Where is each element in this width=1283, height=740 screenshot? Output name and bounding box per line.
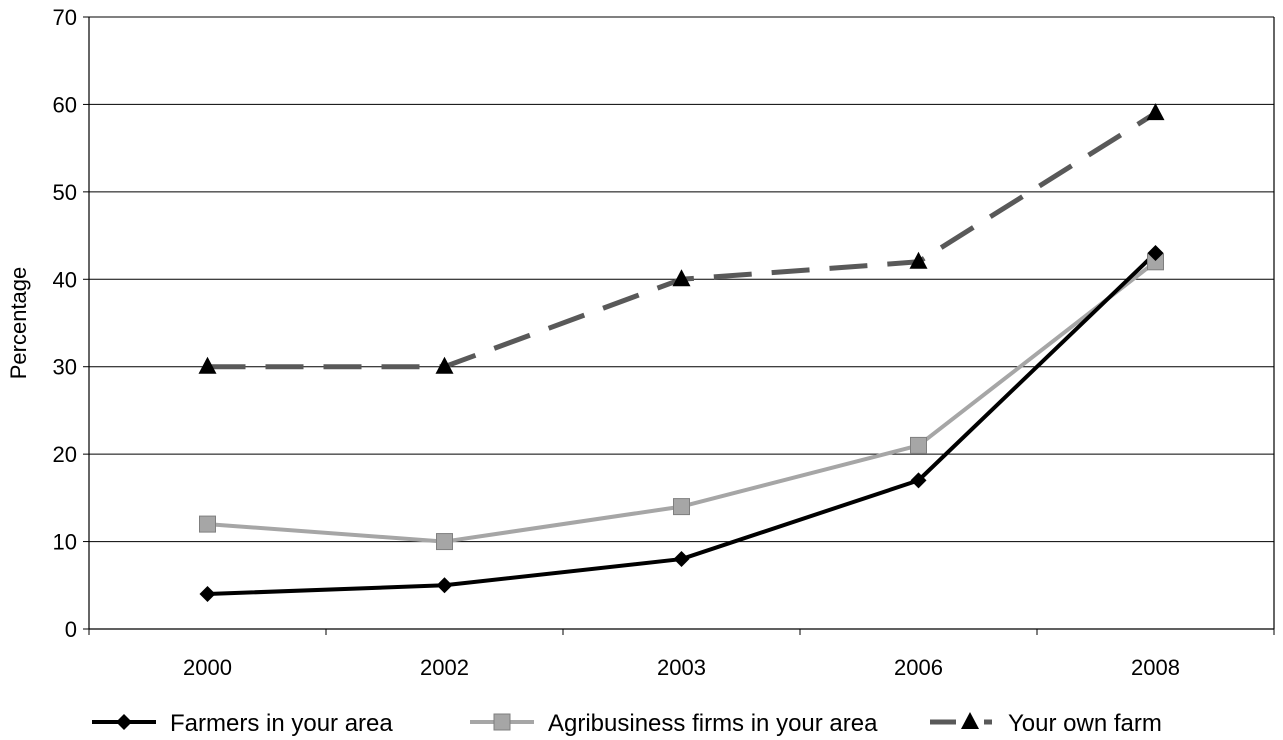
data-point-2 xyxy=(198,356,217,374)
legend-marker xyxy=(961,712,979,729)
legend-item: Agribusiness firms in your area xyxy=(470,710,878,737)
y-tick-label: 70 xyxy=(53,5,77,30)
data-point-1 xyxy=(673,498,690,516)
legend-label: Agribusiness firms in your area xyxy=(548,710,878,737)
x-tick-label: 2008 xyxy=(1131,655,1180,680)
series-lines xyxy=(207,111,1157,597)
x-tick-label: 2000 xyxy=(183,655,232,680)
series-markers xyxy=(198,103,1165,603)
legend-marker xyxy=(493,713,511,731)
data-point-2 xyxy=(435,356,454,374)
x-tick-label: 2002 xyxy=(420,655,469,680)
data-point-0 xyxy=(1147,245,1164,262)
legend-label: Farmers in your area xyxy=(170,710,393,737)
legend-marker xyxy=(116,714,132,730)
data-point-2 xyxy=(672,269,691,287)
y-axis-title: Percentage xyxy=(6,267,31,380)
data-point-0 xyxy=(910,472,927,489)
legend-item: Your own farm xyxy=(930,710,1162,737)
y-tick-label: 30 xyxy=(53,355,77,380)
data-point-1 xyxy=(910,436,927,454)
y-tick-label: 40 xyxy=(53,267,77,292)
data-point-0 xyxy=(673,551,690,568)
y-tick-label: 0 xyxy=(65,617,77,642)
y-tick-label: 10 xyxy=(53,530,77,555)
legend-item: Farmers in your area xyxy=(92,710,393,737)
axes xyxy=(83,16,1275,635)
legend: Farmers in your area Agribusiness firms i… xyxy=(92,710,1162,737)
y-tick-label: 50 xyxy=(53,180,77,205)
legend-label: Your own farm xyxy=(1008,710,1162,737)
data-point-1 xyxy=(436,533,453,551)
data-point-2 xyxy=(1146,103,1165,121)
x-tick-label: 2003 xyxy=(657,655,706,680)
x-tick-label: 2006 xyxy=(894,655,943,680)
series-line-0 xyxy=(207,251,1157,597)
data-point-0 xyxy=(436,577,453,594)
data-point-0 xyxy=(199,586,216,603)
axis-labels: 0 10 20 30 40 50 60 70 2000 2002 2003 2006 2008 Perce… xyxy=(6,5,1180,680)
series-line-2 xyxy=(207,111,1157,370)
y-tick-label: 60 xyxy=(53,92,77,117)
data-point-2 xyxy=(909,251,928,269)
data-point-1 xyxy=(199,515,216,533)
y-tick-label: 20 xyxy=(53,442,77,467)
